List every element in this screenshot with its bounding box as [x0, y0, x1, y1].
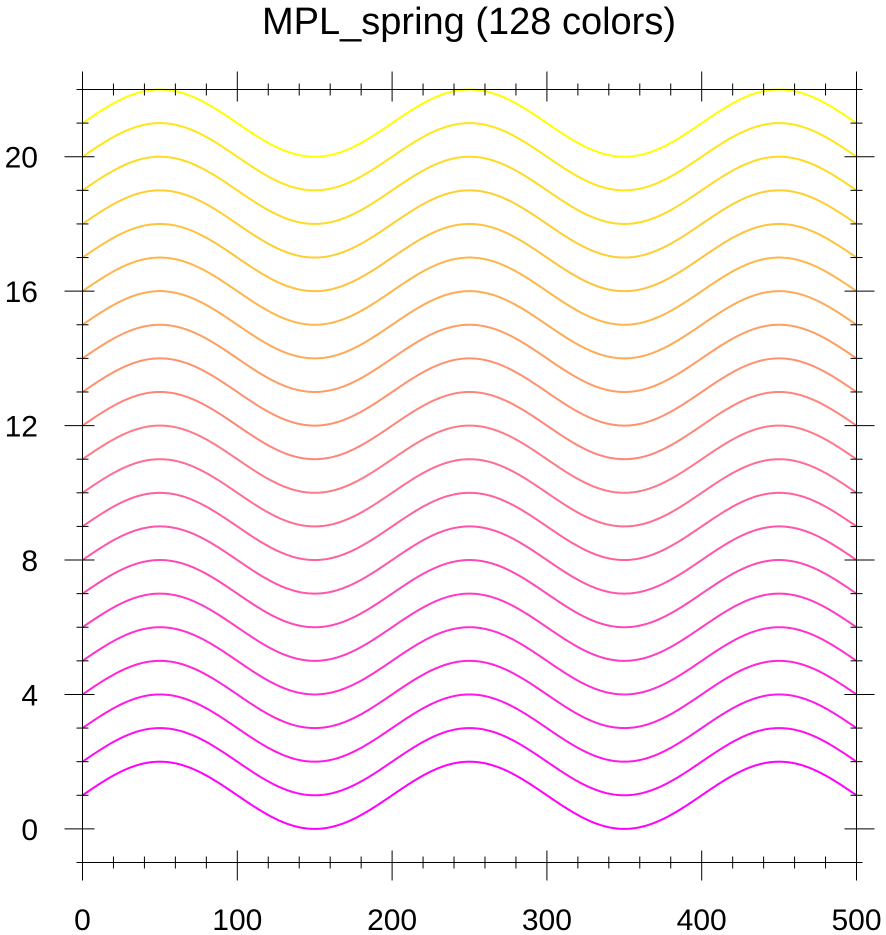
tick-layer	[64, 71, 875, 881]
series-line-18	[81, 189, 858, 259]
series-line-6	[81, 592, 858, 662]
series-layer	[81, 88, 858, 830]
series-line-8	[81, 525, 858, 595]
series-line-15	[81, 290, 858, 360]
x-tick-label: 0	[74, 904, 91, 935]
x-tick-label: 400	[677, 904, 727, 935]
x-tick-label: 100	[212, 904, 262, 935]
series-line-20	[81, 122, 858, 192]
series-line-1	[81, 760, 858, 830]
y-tick-label: 16	[5, 276, 38, 309]
x-tick-label: 500	[831, 904, 881, 935]
series-line-11	[81, 424, 858, 494]
series-line-17	[81, 222, 858, 293]
plot-frame	[82, 89, 857, 863]
series-line-9	[81, 491, 858, 562]
series-line-7	[81, 559, 858, 629]
y-tick-label: 0	[21, 814, 38, 847]
tick-label-layer: 0 100 200 300 400 500 0 4 8 12 16 20	[5, 142, 882, 935]
y-tick-label: 12	[5, 411, 38, 444]
y-tick-label: 20	[5, 142, 38, 175]
y-tick-label: 4	[21, 679, 38, 712]
series-line-3	[81, 693, 858, 763]
series-line-12	[81, 390, 858, 461]
series-line-14	[81, 323, 858, 393]
x-tick-label: 200	[367, 904, 417, 935]
series-line-13	[81, 357, 858, 427]
series-line-19	[81, 155, 858, 225]
chart-title: MPL_spring (128 colors)	[262, 1, 676, 43]
series-line-4	[81, 659, 858, 730]
series-line-10	[81, 458, 858, 528]
series-line-16	[81, 256, 858, 326]
series-line-2	[81, 727, 858, 797]
y-tick-label: 8	[21, 545, 38, 578]
series-line-5	[81, 626, 858, 696]
x-tick-label: 300	[522, 904, 572, 935]
